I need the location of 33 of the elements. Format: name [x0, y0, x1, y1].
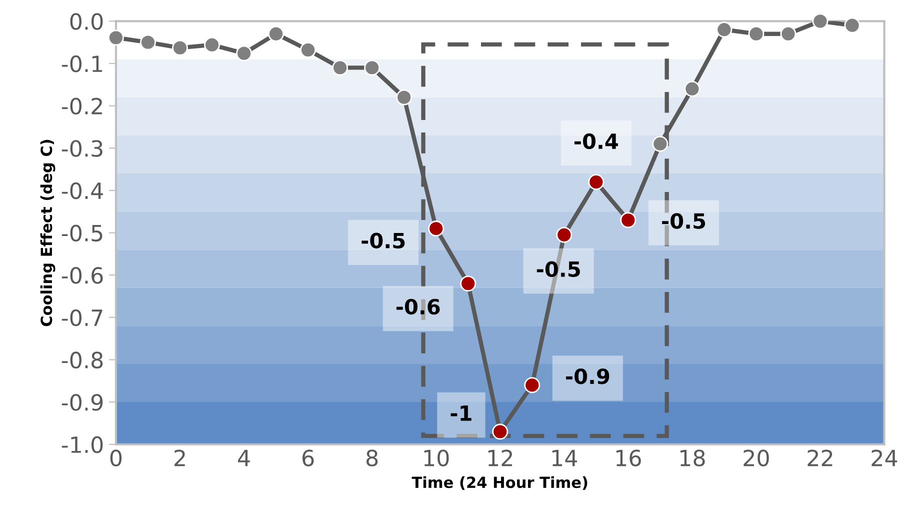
y-tick-label: -0.6: [62, 267, 103, 284]
y-tick-label: -1.0: [62, 436, 103, 454]
y-tick-label: -0.7: [62, 309, 102, 326]
y-tick-label: 0.0: [70, 13, 103, 30]
x-tick-label: 24: [872, 450, 898, 466]
data-label: -1: [450, 406, 472, 421]
x-tick-label: 12: [488, 450, 512, 466]
x-tick-label: 4: [238, 450, 250, 466]
data-label: -0.5: [536, 261, 580, 278]
x-tick-label: 8: [366, 450, 378, 466]
y-axis-title: Cooling Effect (deg C): [40, 140, 56, 326]
y-tick-label: -0.9: [62, 394, 103, 411]
x-tick-label: 18: [680, 450, 705, 466]
data-label: -0.5: [362, 232, 405, 248]
data-label: -0.5: [662, 213, 706, 229]
data-label: -0.4: [574, 133, 618, 150]
x-tick-label: 20: [744, 450, 769, 466]
y-tick-label: -0.1: [62, 55, 102, 72]
y-tick-label: -0.3: [62, 140, 102, 157]
y-tick-label: -0.8: [62, 352, 103, 368]
x-tick-label: 10: [424, 450, 449, 466]
x-tick-label: 16: [616, 450, 641, 466]
x-tick-label: 6: [302, 450, 314, 466]
y-tick-label: -0.2: [62, 98, 102, 115]
x-axis-title: Time (24 Hour Time): [412, 476, 588, 490]
x-tick-label: 14: [552, 450, 578, 466]
data-label: -0.9: [566, 368, 610, 384]
x-tick-label: 22: [808, 450, 832, 466]
data-label: -0.6: [396, 298, 440, 315]
x-tick-label: 2: [174, 450, 185, 466]
y-tick-label: -0.4: [62, 182, 103, 200]
y-tick-label: -0.5: [62, 224, 102, 242]
x-tick-label: 0: [110, 450, 122, 466]
